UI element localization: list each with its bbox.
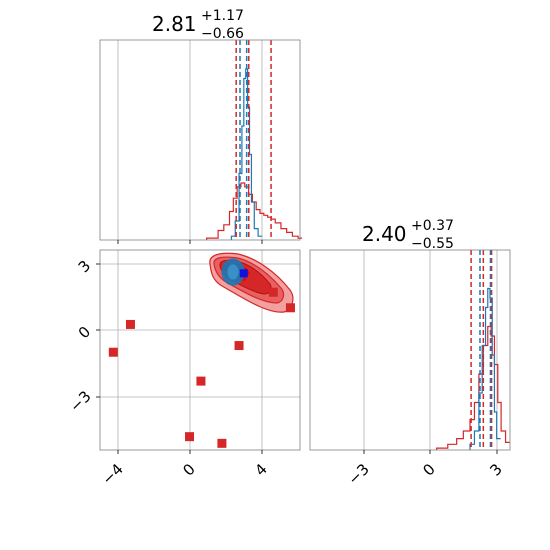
outlier-point xyxy=(285,303,295,313)
hist-y-title-upper: +0.37 xyxy=(411,218,454,234)
joint-y-ticklabel: 3 xyxy=(75,257,94,276)
outlier-point xyxy=(196,376,206,386)
outlier-point xyxy=(217,438,227,448)
outlier-point xyxy=(185,432,195,442)
hist-y-quantile-lines xyxy=(470,250,493,450)
blue-square-marker xyxy=(239,269,248,278)
outlier-point xyxy=(108,347,118,357)
outlier-points xyxy=(108,274,295,448)
hist-x-blue-series xyxy=(230,68,263,240)
hist-y-red-series xyxy=(436,325,510,450)
hist-x-title-lower: −0.66 xyxy=(201,26,244,42)
hist-x-title: 2.81 xyxy=(152,12,197,36)
blue-contours xyxy=(221,258,245,286)
hist-y-red-step xyxy=(436,325,510,450)
outlier-point xyxy=(245,274,255,284)
outlier-point xyxy=(125,319,135,329)
hist-y-blue-series xyxy=(469,287,501,450)
hist-y-panel: −3 0 3 2.40 +0.37 −0.55 xyxy=(309,218,511,488)
hist-x-title-upper: +1.17 xyxy=(201,8,244,24)
blue-contour-inner xyxy=(226,263,240,281)
hist-y-blue-step xyxy=(469,287,501,450)
hist-x-red-series xyxy=(206,182,303,240)
joint-x-ticklabel: −4 xyxy=(98,460,126,488)
hist-x-red-step xyxy=(206,182,303,240)
hist-x-quantile-lines xyxy=(235,40,272,240)
joint-panel: −4 0 4 3 0 −3 xyxy=(66,249,301,488)
outlier-point xyxy=(268,287,278,297)
joint-y-ticklabel: 0 xyxy=(75,323,94,342)
hist-x-frame xyxy=(99,39,301,241)
hist-x-panel: 2.81 +1.17 −0.66 xyxy=(99,8,303,244)
joint-x-ticklabel: 0 xyxy=(179,460,198,479)
truth-marker xyxy=(239,269,248,278)
joint-y-ticklabel: −3 xyxy=(66,387,94,415)
hist-y-title: 2.40 xyxy=(362,222,407,246)
joint-frame xyxy=(99,249,301,451)
hist-y-frame xyxy=(309,249,511,451)
hist-x-blue-step xyxy=(230,68,263,240)
outlier-point xyxy=(257,281,267,291)
hist-y-ticklabel: 3 xyxy=(486,460,505,479)
hist-y-ticklabel: 0 xyxy=(419,460,438,479)
hist-y-ticklabel: −3 xyxy=(344,460,372,488)
outlier-point xyxy=(234,341,244,351)
joint-x-ticklabel: 4 xyxy=(251,460,270,479)
hist-y-title-lower: −0.55 xyxy=(411,236,454,252)
